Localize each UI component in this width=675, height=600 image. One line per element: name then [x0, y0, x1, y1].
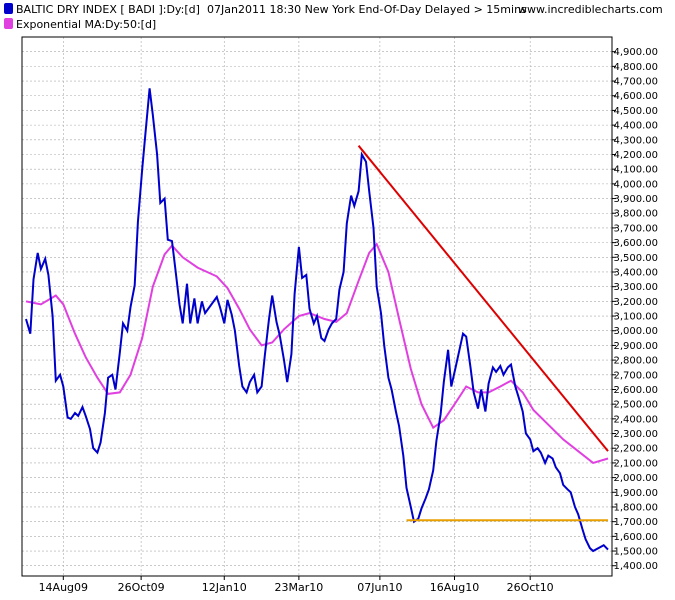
y-tick-label: 1,500.00	[613, 547, 658, 558]
y-tick-label: 4,900.00	[613, 47, 658, 58]
y-tick-label: 2,700.00	[613, 370, 658, 381]
y-tick-label: 2,800.00	[613, 356, 658, 367]
series-legend-label: BALTIC DRY INDEX [ BADI ]:Dy:[d]	[16, 3, 200, 16]
x-tick-label: 07Jun10	[357, 581, 402, 594]
y-tick-label: 4,100.00	[613, 165, 658, 176]
y-tick-label: 1,700.00	[613, 517, 658, 528]
y-tick-label: 3,600.00	[613, 238, 658, 249]
downtrend-line	[357, 145, 609, 452]
y-tick-label: 2,400.00	[613, 414, 658, 425]
y-tick-label: 4,800.00	[613, 62, 658, 73]
legend: BALTIC DRY INDEX [ BADI ]:Dy:[d] 07Jan20…	[4, 3, 663, 31]
series-layer	[25, 88, 609, 553]
x-tick-label: 26Oct10	[507, 581, 554, 594]
y-tick-label: 1,900.00	[613, 488, 658, 499]
x-tick-label: 16Aug10	[430, 581, 479, 594]
y-tick-label: 4,700.00	[613, 77, 658, 88]
y-tick-label: 3,700.00	[613, 223, 658, 234]
price-legend-swatch	[4, 3, 13, 14]
y-tick-label: 4,600.00	[613, 91, 658, 102]
y-tick-label: 3,900.00	[613, 194, 658, 205]
y-tick-label: 2,000.00	[613, 473, 658, 484]
y-tick-label: 2,500.00	[613, 400, 658, 411]
y-tick-label: 4,200.00	[613, 150, 658, 161]
price-line	[25, 88, 609, 553]
y-tick-label: 3,400.00	[613, 267, 658, 278]
y-tick-label: 4,300.00	[613, 135, 658, 146]
y-tick-label: 4,500.00	[613, 106, 658, 117]
y-tick-label: 2,900.00	[613, 341, 658, 352]
y-tick-label: 3,000.00	[613, 326, 658, 337]
y-tick-label: 2,200.00	[613, 444, 658, 455]
y-tick-label: 4,000.00	[613, 179, 658, 190]
x-tick-label: 14Aug09	[39, 581, 88, 594]
grid-layer	[22, 37, 612, 576]
site-label: www.incrediblecharts.com	[518, 3, 663, 16]
y-tick-label: 3,100.00	[613, 312, 658, 323]
y-tick-label: 3,800.00	[613, 209, 658, 220]
y-tick-label: 1,600.00	[613, 532, 658, 543]
y-tick-label: 1,400.00	[613, 561, 658, 572]
timestamp-label: 07Jan2011 18:30 New York End-Of-Day Dela…	[207, 3, 527, 16]
plot-frame	[21, 36, 613, 577]
x-tick-label: 23Mar10	[275, 581, 324, 594]
y-tick-label: 3,200.00	[613, 297, 658, 308]
y-tick-label: 2,100.00	[613, 458, 658, 469]
ma-legend-swatch	[4, 18, 13, 29]
x-tick-label: 12Jan10	[202, 581, 247, 594]
x-tick-label: 26Oct09	[118, 581, 165, 594]
y-tick-label: 4,400.00	[613, 121, 658, 132]
y-tick-label: 1,800.00	[613, 502, 658, 513]
y-tick-label: 3,300.00	[613, 282, 658, 293]
y-tick-label: 3,500.00	[613, 253, 658, 264]
y-tick-label: 2,300.00	[613, 429, 658, 440]
ma-legend-label: Exponential MA:Dy:50:[d]	[16, 18, 156, 31]
x-axis: 14Aug09 26Oct09 12Jan10 23Mar10 07Jun10 16Aug…	[39, 576, 554, 594]
y-tick-label: 2,600.00	[613, 385, 658, 396]
y-axis: 1,400.00 1,500.00 1,600.00 1,700.00 1,800.00…	[612, 47, 658, 572]
